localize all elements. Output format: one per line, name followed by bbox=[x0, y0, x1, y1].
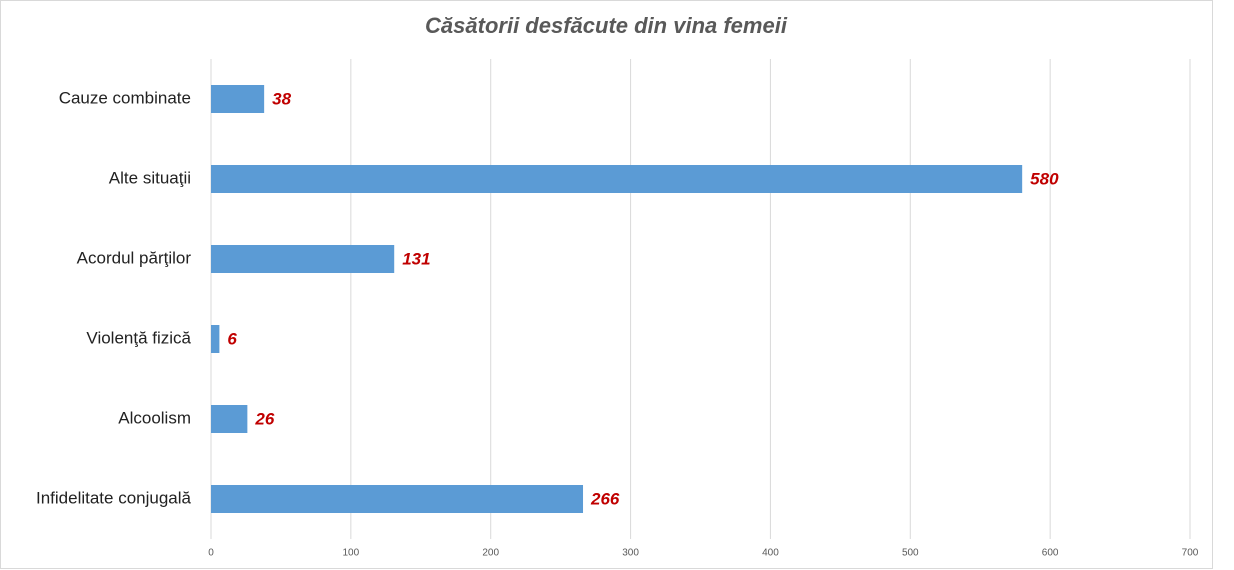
x-tick-label: 100 bbox=[343, 548, 360, 559]
value-label: 580 bbox=[1030, 169, 1059, 188]
y-tick-label: Cauze combinate bbox=[59, 88, 191, 107]
bar bbox=[211, 85, 265, 113]
chart-title: Căsătorii desfăcute din vina femeii bbox=[425, 13, 788, 38]
y-tick-label: Alcoolism bbox=[118, 408, 191, 427]
value-label: 38 bbox=[272, 89, 291, 108]
bar bbox=[211, 165, 1023, 193]
x-tick-label: 300 bbox=[622, 548, 639, 559]
y-tick-label: Violenţă fizică bbox=[86, 328, 191, 347]
bar bbox=[211, 405, 248, 433]
x-tick-label: 400 bbox=[762, 548, 779, 559]
x-tick-label: 0 bbox=[208, 548, 214, 559]
x-tick-label: 500 bbox=[902, 548, 919, 559]
y-tick-label: Infidelitate conjugală bbox=[36, 488, 192, 507]
x-tick-label: 700 bbox=[1182, 548, 1199, 559]
bar bbox=[211, 485, 584, 513]
value-label: 266 bbox=[590, 489, 620, 508]
y-tick-label: Acordul părţilor bbox=[77, 248, 192, 267]
bar bbox=[211, 245, 395, 273]
value-label: 131 bbox=[402, 249, 430, 268]
value-label: 26 bbox=[254, 409, 274, 428]
y-tick-label: Alte situaţii bbox=[109, 168, 191, 187]
bar bbox=[211, 325, 220, 353]
x-tick-label: 200 bbox=[482, 548, 499, 559]
value-label: 6 bbox=[227, 329, 237, 348]
x-tick-label: 600 bbox=[1042, 548, 1059, 559]
